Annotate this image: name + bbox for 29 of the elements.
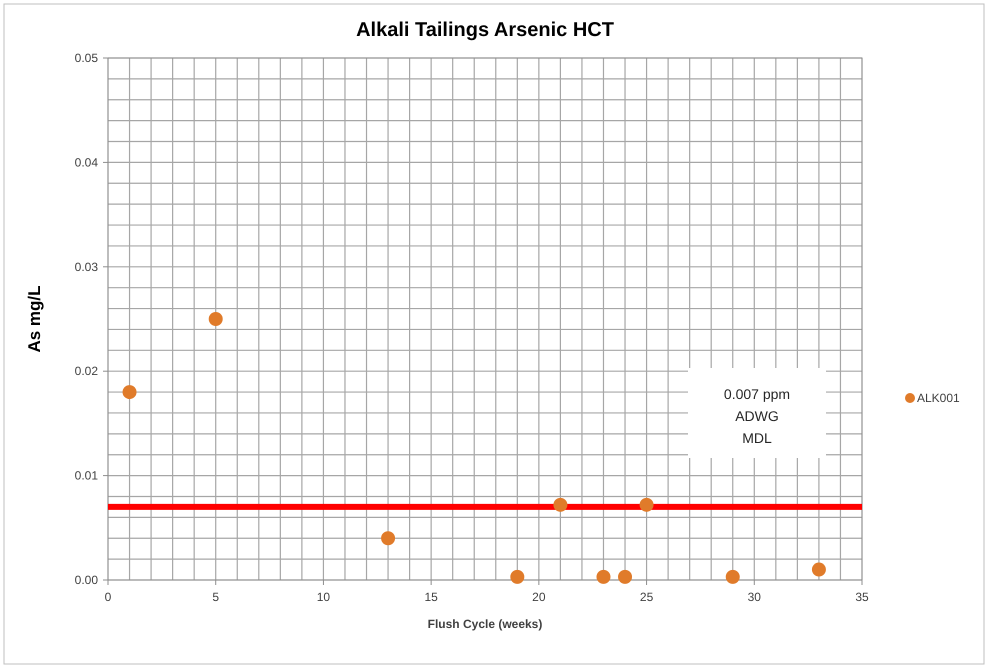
x-tick-label: 35 — [855, 590, 869, 604]
point — [510, 570, 524, 584]
y-tick-label: 0.01 — [74, 468, 98, 483]
annotation: 0.007 ppm ADWG MDL — [724, 386, 790, 446]
y-tick-label: 0.04 — [74, 155, 98, 170]
x-tick-label: 25 — [640, 590, 654, 604]
legend-label: ALK001 — [917, 391, 960, 405]
point — [553, 498, 568, 512]
point — [381, 531, 396, 546]
chart-title: Alkali Tailings Arsenic HCT — [356, 19, 614, 41]
x-axis-title: Flush Cycle (weeks) — [428, 617, 542, 631]
y-tick-label: 0.03 — [74, 260, 98, 274]
y-tick-label: 0.05 — [74, 51, 98, 65]
x-tick-label: 0 — [104, 590, 112, 604]
point — [726, 570, 740, 584]
x-tick-label: 20 — [532, 590, 546, 604]
point — [122, 385, 137, 400]
y-axis-title: As mg/L — [25, 285, 44, 353]
x-tick-label: 5 — [212, 590, 220, 604]
point — [596, 570, 610, 584]
x-tick-label: 10 — [316, 590, 330, 604]
x-tick-label: 30 — [748, 590, 762, 604]
point — [640, 498, 654, 512]
point — [208, 312, 223, 326]
y-tick-label: 0.02 — [74, 364, 98, 378]
point — [618, 570, 632, 584]
point — [812, 562, 826, 577]
x-tick-label: 15 — [424, 590, 438, 604]
y-tick-label: 0.00 — [74, 573, 98, 587]
